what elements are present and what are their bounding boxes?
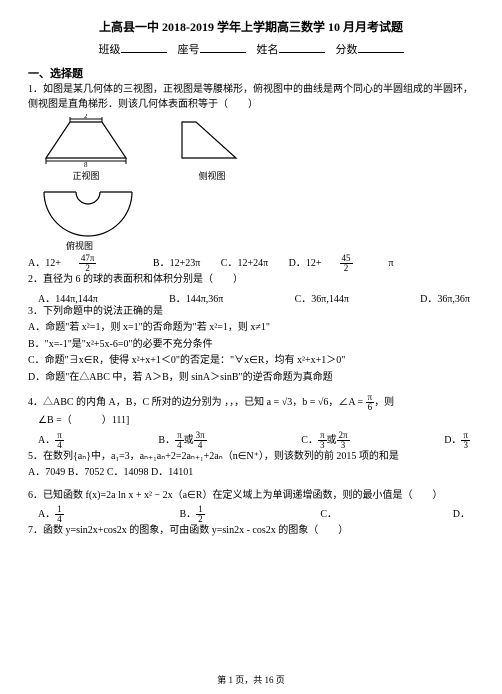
three-views: 2 8 正视图 侧视图 [36, 114, 474, 182]
q1-opt-c: C．12+24π [221, 257, 268, 272]
header-blanks: 班级 座号 姓名 分数 [28, 41, 474, 57]
q1-opt-a: A．12+47π2 [28, 254, 132, 273]
q6-opt-a: A．14 [38, 505, 64, 524]
front-view: 2 8 正视图 [36, 114, 136, 182]
blank-score [358, 43, 404, 53]
q2-opt-d: D．36π,36π [420, 290, 470, 305]
q3-opt-a: A．命题"若 x²=1，则 x=1"的否命题为"若 x²=1，则 x≠1" [28, 321, 474, 336]
q3-opt-c: C．命题"∃x∈R，使得 x²+x+1＜0"的否定是："∀x∈R，均有 x²+x… [28, 354, 474, 369]
svg-text:8: 8 [84, 161, 88, 168]
svg-text:2: 2 [84, 114, 88, 120]
q5-options: A．7049 B．7052 C．14098 D．14101 [28, 466, 474, 481]
side-view: 侧视图 [176, 114, 248, 182]
q2-opt-c: C．36π,144π [295, 290, 349, 305]
q5-text: 5．在数列{aₙ}中，a₁=3，aₙ₊₁aₙ+2=2aₙ₊₁+2aₙ（n∈N⁺）… [28, 450, 474, 465]
q4-opt-a: A．π4 [38, 431, 64, 450]
q1-options: A．12+47π2 B．12+23π C．12+24π D．12+452π [28, 254, 474, 273]
q1-opt-b: B．12+23π [153, 257, 200, 272]
front-view-label: 正视图 [36, 169, 136, 182]
q2-opt-a: A．144π,144π [38, 290, 98, 305]
section-a-heading: 一、选择题 [28, 65, 474, 81]
q3-opt-b: B．"x=-1"是"x²+5x-6=0"的必要不充分条件 [28, 338, 474, 353]
blank-class [121, 43, 167, 53]
blank-seat [200, 43, 246, 53]
q4-opt-b: B．π4或3π4 [158, 431, 206, 450]
q7-text: 7．函数 y=sin2x+cos2x 的图象，可由函数 y=sin2x - co… [28, 524, 474, 539]
right-trapezoid-icon [176, 114, 248, 168]
label-class: 班级 [99, 44, 121, 56]
q4-text-2: ∠B =（ ）111] [38, 414, 474, 429]
half-annulus-icon [36, 184, 140, 238]
doc-title: 上高县一中 2018-2019 学年上学期高三数学 10 月月考试题 [28, 18, 474, 35]
q6-opt-c: C． [320, 505, 337, 524]
q4-options: A．π4 B．π4或3π4 C．π3或2π3 D．π3 [28, 431, 474, 450]
q3-text: 3．下列命题中的说法正确的是 [28, 305, 474, 320]
label-score: 分数 [336, 44, 358, 56]
trapezoid-icon: 2 8 [36, 114, 136, 168]
label-seat: 座号 [178, 44, 200, 56]
blank-name [279, 43, 325, 53]
label-name: 姓名 [257, 44, 279, 56]
side-view-label: 侧视图 [176, 169, 248, 182]
q6-opt-b: B．12 [179, 505, 204, 524]
q6-text: 6．已知函数 f(x)=2a ln x + x² − 2x（a∈R）在定义域上为… [28, 489, 474, 504]
top-view: 俯视图 [36, 184, 474, 252]
q4-text: 4．△ABC 的内角 A，B，C 所对的边分别为 ，，，已知 a = √3，b … [28, 393, 474, 412]
top-view-label: 俯视图 [66, 239, 474, 252]
q1-opt-d: D．12+452π [289, 254, 412, 273]
q2-text: 2．直径为 6 的球的表面积和体积分别是（ ） [28, 273, 474, 288]
page-footer: 第 1 页，共 16 页 [0, 673, 502, 686]
q1-text: 1．如图是某几何体的三视图，正视图是等腰梯形，俯视图中的曲线是两个同心的半圆组成… [28, 83, 474, 112]
q3-opt-d: D．命题"在△ABC 中，若 A＞B，则 sinA＞sinB"的逆否命题为真命题 [28, 371, 474, 386]
q2-opt-b: B．144π,36π [169, 290, 223, 305]
q4-opt-d: D．π3 [444, 431, 470, 450]
q6-opt-d: D． [453, 505, 470, 524]
q6-options: A．14 B．12 C． D． [28, 505, 474, 524]
q2-options: A．144π,144π B．144π,36π C．36π,144π D．36π,… [28, 290, 474, 305]
q4-opt-c: C．π3或2π3 [301, 431, 349, 450]
